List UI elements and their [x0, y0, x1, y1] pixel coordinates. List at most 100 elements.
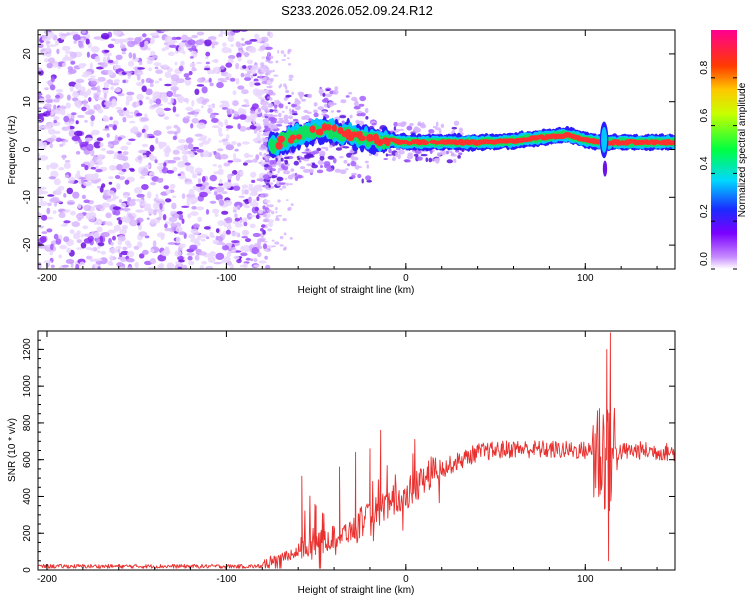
- noise-blob: [140, 205, 144, 209]
- noise-blob: [268, 204, 274, 208]
- noise-blob: [103, 92, 108, 99]
- signal-halo: [305, 148, 310, 152]
- noise-blob: [273, 74, 279, 77]
- noise-blob: [187, 255, 193, 261]
- noise-blob: [69, 86, 74, 92]
- noise-blob: [106, 150, 115, 155]
- noise-blob: [127, 37, 135, 41]
- noise-blob: [148, 135, 155, 139]
- signal-halo: [267, 165, 273, 171]
- signal-halo: [414, 149, 422, 154]
- signal-halo: [264, 126, 268, 129]
- noise-blob: [66, 94, 71, 101]
- noise-blob: [176, 211, 183, 215]
- noise-blob: [166, 262, 175, 269]
- noise-blob: [197, 77, 205, 83]
- noise-blob: [39, 155, 48, 161]
- noise-blob: [91, 129, 100, 136]
- signal-halo: [267, 103, 274, 108]
- noise-blob: [90, 166, 96, 170]
- noise-blob: [149, 98, 154, 105]
- noise-blob: [207, 104, 215, 108]
- noise-blob: [85, 38, 90, 45]
- noise-blob: [142, 154, 147, 159]
- noise-blob: [164, 223, 168, 229]
- signal-halo: [276, 176, 284, 182]
- noise-blob: [84, 119, 88, 123]
- noise-blob: [149, 83, 154, 88]
- noise-blob: [130, 168, 135, 172]
- noise-blob: [149, 50, 156, 56]
- noise-blob: [103, 81, 110, 89]
- noise-blob: [116, 109, 125, 114]
- noise-blob: [115, 54, 123, 60]
- noise-blob: [237, 85, 245, 90]
- noise-blob: [144, 37, 151, 42]
- y-tick-label: 1200: [22, 338, 33, 361]
- noise-blob: [225, 134, 230, 140]
- noise-blob: [221, 107, 228, 110]
- noise-blob: [94, 55, 101, 63]
- noise-blob: [209, 200, 217, 204]
- noise-blob: [38, 244, 47, 249]
- signal-halo: [397, 153, 401, 160]
- noise-blob: [211, 43, 215, 49]
- noise-blob: [269, 77, 274, 82]
- noise-blob: [115, 58, 119, 66]
- noise-blob: [252, 88, 261, 96]
- noise-blob: [117, 240, 123, 246]
- signal-halo: [356, 113, 363, 117]
- noise-blob: [261, 224, 266, 228]
- spectrogram-marks: [38, 30, 675, 269]
- signal-halo: [278, 182, 286, 185]
- noise-blob: [155, 80, 159, 84]
- noise-blob: [128, 213, 132, 218]
- noise-blob: [262, 205, 266, 210]
- noise-blob: [144, 164, 151, 168]
- noise-blob: [38, 125, 44, 129]
- noise-blob: [171, 36, 177, 41]
- noise-blob: [148, 153, 154, 161]
- noise-blob: [46, 216, 54, 220]
- signal-halo: [356, 110, 363, 115]
- noise-blob: [243, 98, 248, 103]
- noise-blob: [200, 105, 204, 109]
- noise-blob: [289, 237, 293, 240]
- noise-blob: [55, 238, 62, 245]
- noise-blob: [188, 70, 193, 76]
- signal-halo: [359, 95, 367, 102]
- noise-blob: [166, 170, 175, 174]
- signal-halo: [354, 100, 359, 104]
- snr-xlabel: Height of straight line (km): [298, 585, 415, 596]
- noise-blob: [209, 82, 214, 87]
- signal-halo: [407, 152, 414, 157]
- noise-blob: [242, 262, 248, 268]
- signal-halo: [319, 156, 325, 161]
- signal-halo: [393, 126, 397, 131]
- noise-blob: [253, 258, 258, 263]
- noise-blob: [279, 188, 283, 191]
- noise-blob: [254, 82, 261, 86]
- noise-blob: [137, 72, 144, 76]
- noise-blob: [219, 104, 225, 108]
- noise-blob: [275, 60, 279, 64]
- noise-blob: [258, 161, 263, 164]
- colorbar-ticks: 0.0 0.2 0.4 0.6 0.8: [699, 60, 737, 270]
- noise-blob: [279, 244, 284, 247]
- noise-blob: [256, 196, 260, 201]
- noise-blob: [84, 137, 93, 142]
- noise-blob: [85, 212, 94, 220]
- signal-halo: [303, 158, 310, 162]
- chart-title: S233.2026.052.09.24.R12: [281, 3, 433, 18]
- noise-blob: [256, 240, 261, 247]
- noise-blob: [118, 199, 123, 203]
- noise-blob: [134, 37, 142, 44]
- noise-blob: [240, 245, 244, 252]
- noise-blob: [165, 189, 171, 195]
- noise-blob: [264, 218, 270, 223]
- noise-blob: [101, 231, 110, 238]
- noise-blob: [53, 119, 57, 124]
- x-tick-label: 100: [577, 574, 594, 585]
- noise-blob: [101, 202, 110, 208]
